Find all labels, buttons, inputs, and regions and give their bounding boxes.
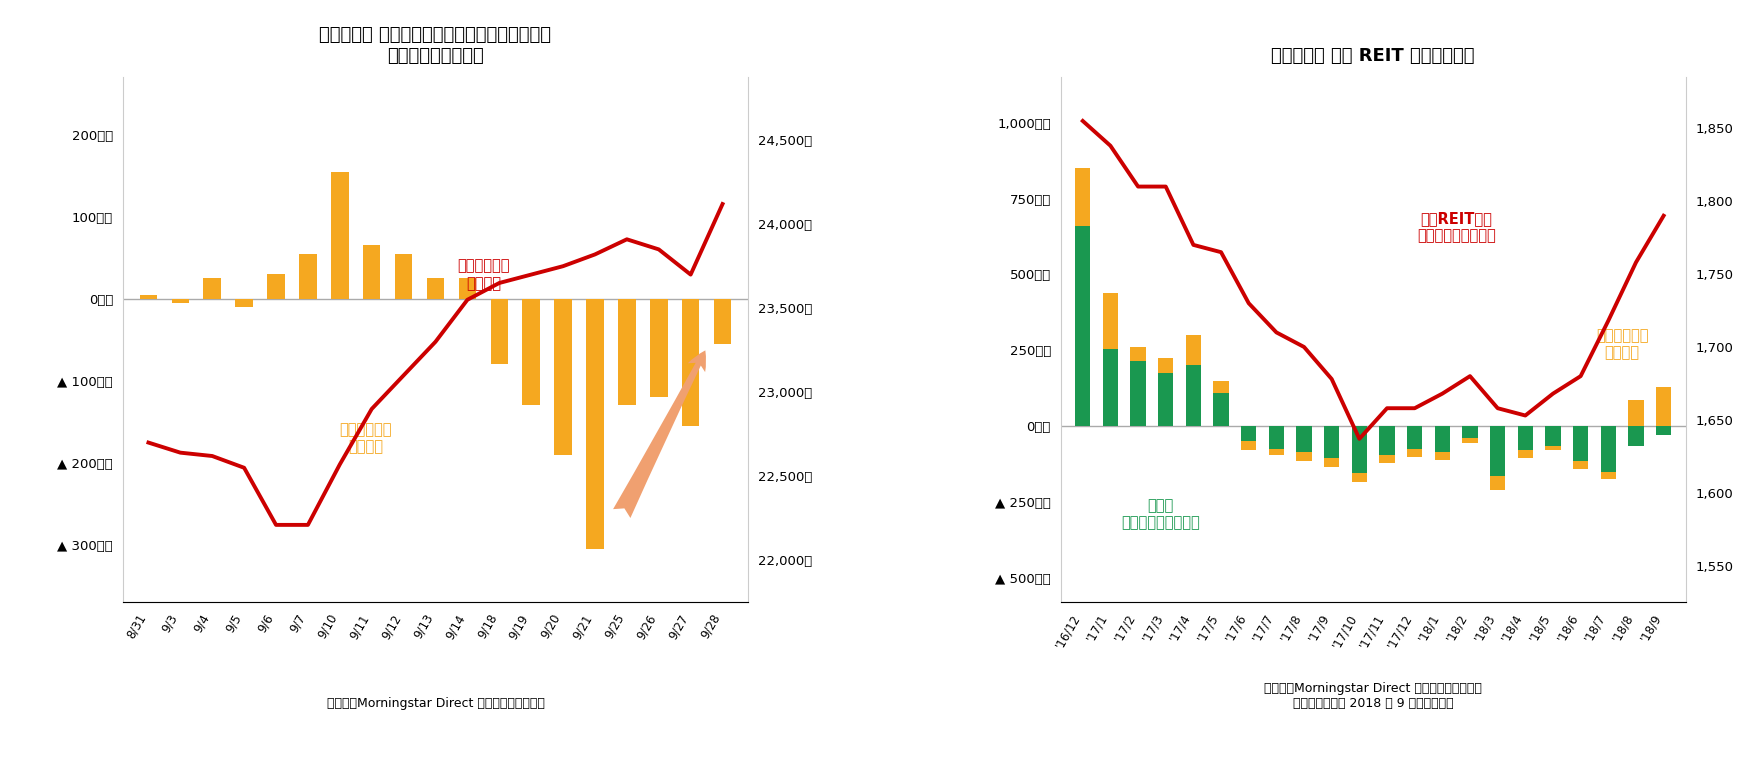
Bar	[172, 299, 190, 303]
Bar	[1627, 401, 1643, 426]
Bar	[1269, 449, 1283, 455]
Bar	[1185, 365, 1200, 426]
Text: その他
（アクティブなど）: その他 （アクティブなど）	[1120, 498, 1199, 530]
Bar	[1269, 426, 1283, 449]
Text: （資料）Morningstar Direct を用いて筆者作成。: （資料）Morningstar Direct を用いて筆者作成。	[326, 697, 544, 709]
Bar	[1213, 381, 1228, 393]
Bar	[1627, 426, 1643, 446]
Title: 【図表４】 国内 REIT の資金流出入: 【図表４】 国内 REIT の資金流出入	[1271, 46, 1474, 65]
Bar	[1462, 426, 1476, 438]
Bar	[618, 299, 635, 405]
Bar	[521, 299, 539, 405]
Bar	[1102, 293, 1118, 349]
Text: （資料）Morningstar Direct を用いて筆者作成。
実績値、ただし 2018 年 9 月は推計値。: （資料）Morningstar Direct を用いて筆者作成。 実績値、ただし…	[1264, 682, 1481, 709]
Bar	[649, 299, 667, 397]
Bar	[1130, 347, 1144, 361]
Bar	[1406, 426, 1422, 449]
Bar	[1601, 472, 1615, 479]
Bar	[1655, 426, 1671, 435]
Bar	[490, 299, 507, 364]
Bar	[1601, 426, 1615, 472]
Bar	[363, 245, 381, 299]
Bar	[298, 253, 316, 299]
Bar	[267, 274, 284, 299]
Bar	[332, 171, 349, 299]
Bar	[1379, 426, 1393, 455]
Text: 日経平均株価
（右軸）: 日経平均株価 （右軸）	[456, 259, 509, 291]
Text: 東証REIT指数
（右軸：ポイント）: 東証REIT指数 （右軸：ポイント）	[1416, 212, 1495, 244]
Bar	[1074, 168, 1090, 226]
Bar	[458, 278, 476, 299]
Bar	[1185, 335, 1200, 365]
Bar	[1406, 449, 1422, 456]
Bar	[204, 278, 221, 299]
Bar	[681, 299, 698, 426]
Bar	[555, 299, 572, 455]
Bar	[1490, 476, 1504, 490]
Bar	[1102, 349, 1118, 426]
Bar	[1295, 452, 1311, 461]
Title: 【図表３】 国内株式インデックス・ファンドの
日次推計資金流出入: 【図表３】 国内株式インデックス・ファンドの 日次推計資金流出入	[319, 25, 551, 65]
Bar	[1158, 373, 1172, 426]
Bar	[426, 278, 444, 299]
Bar	[1490, 426, 1504, 476]
Bar	[1323, 458, 1339, 467]
Text: インデックス
ファンド: インデックス ファンド	[339, 422, 391, 454]
Bar	[1241, 442, 1255, 450]
Bar	[1572, 461, 1587, 469]
Bar	[1130, 361, 1144, 426]
Bar	[713, 299, 730, 344]
Text: インデックス
ファンド: インデックス ファンド	[1595, 328, 1648, 361]
Bar	[1213, 393, 1228, 426]
Bar	[1351, 426, 1365, 473]
Bar	[1295, 426, 1311, 452]
Bar	[1655, 387, 1671, 426]
Bar	[1074, 226, 1090, 426]
Bar	[1241, 426, 1255, 442]
Bar	[1462, 438, 1476, 443]
Bar	[1323, 426, 1339, 458]
Bar	[1434, 452, 1450, 459]
Bar	[1351, 473, 1365, 482]
Bar	[1544, 426, 1560, 446]
Bar	[1516, 450, 1532, 458]
Bar	[1544, 446, 1560, 450]
Bar	[1572, 426, 1587, 461]
Bar	[395, 253, 412, 299]
Bar	[235, 299, 253, 306]
Bar	[1158, 358, 1172, 373]
Bar	[1434, 426, 1450, 452]
Bar	[1379, 455, 1393, 462]
Bar	[140, 295, 158, 299]
Bar	[586, 299, 604, 549]
Bar	[1516, 426, 1532, 450]
